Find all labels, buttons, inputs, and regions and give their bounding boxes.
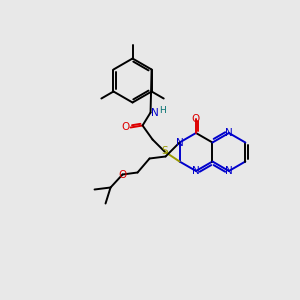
Text: N: N — [151, 107, 158, 118]
Text: O: O — [122, 122, 130, 133]
Text: O: O — [192, 114, 200, 124]
Text: N: N — [225, 128, 233, 138]
Text: N: N — [192, 166, 200, 176]
Text: N: N — [225, 166, 233, 176]
Text: O: O — [118, 169, 127, 179]
Text: H: H — [159, 106, 166, 115]
Text: N: N — [176, 137, 183, 148]
Text: S: S — [161, 146, 168, 157]
